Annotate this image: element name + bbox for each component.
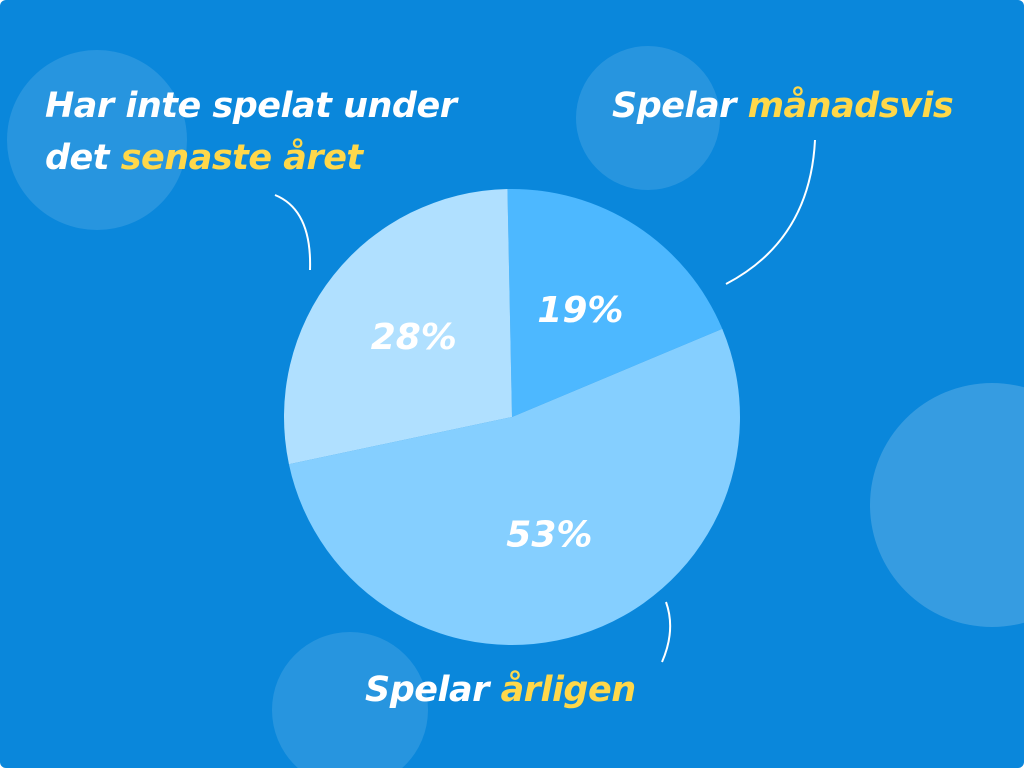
decor-circle	[7, 50, 187, 230]
pie-slice	[507, 189, 723, 417]
value-label: 19%	[537, 290, 623, 331]
label-highlight: månadsvis	[747, 86, 954, 126]
slice-label: Har inte spelat under det senaste året	[45, 80, 495, 184]
pie: 19% 53% 28%	[284, 189, 740, 645]
decor-circle	[272, 632, 428, 768]
connector	[274, 194, 312, 271]
connector	[725, 139, 816, 285]
label-text: Har inte spelat under det	[45, 86, 457, 178]
decor-circle	[576, 46, 720, 190]
label-highlight: årligen	[500, 670, 637, 710]
label-text: Spelar	[612, 86, 736, 126]
connector	[661, 601, 672, 663]
value-label: 28%	[371, 317, 457, 358]
pie-slice	[288, 328, 740, 645]
slice-label: Spelar årligen	[365, 664, 636, 716]
pie-slice	[284, 189, 512, 465]
label-highlight: senaste året	[120, 138, 363, 178]
slice-label: Spelar månadsvis	[612, 80, 954, 132]
label-text: Spelar	[365, 670, 489, 710]
decor-circle	[870, 383, 1024, 627]
value-label: 53%	[506, 515, 592, 556]
